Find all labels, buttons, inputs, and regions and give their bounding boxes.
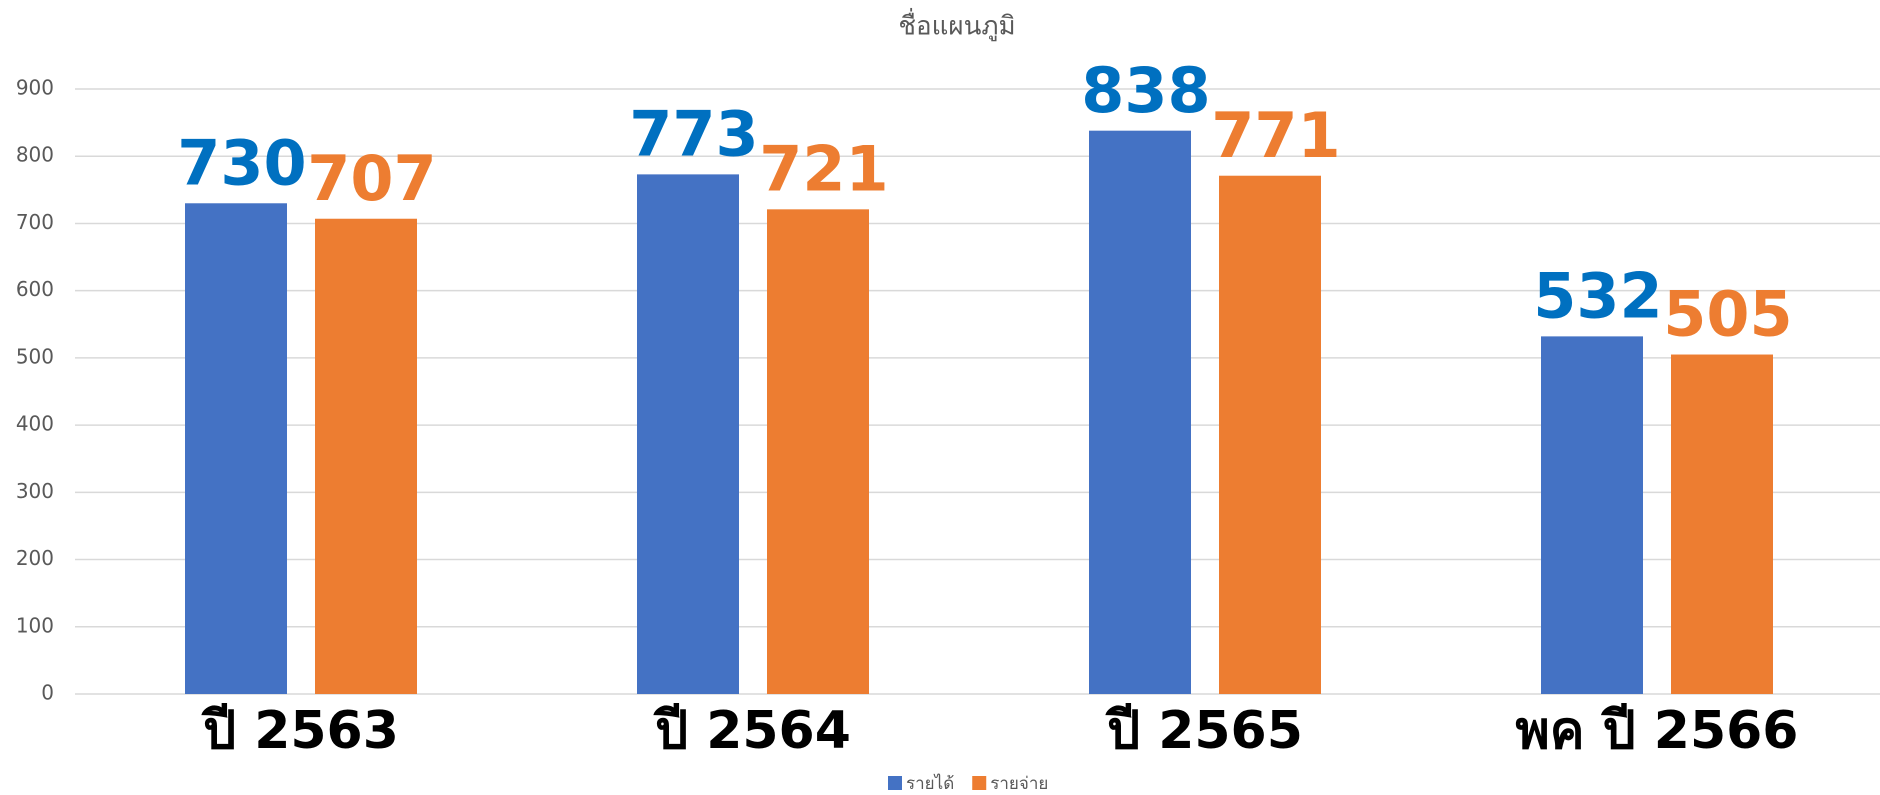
- legend-label: รายจ่าย: [990, 774, 1048, 794]
- bar: [1671, 354, 1773, 694]
- x-tick-label: ปี 2563: [201, 701, 399, 761]
- x-tick-label: ปี 2565: [1105, 701, 1303, 761]
- chart-title: ชื่อแผนภูมิ: [898, 8, 1015, 42]
- legend-swatch: [972, 776, 987, 790]
- bar: [1219, 175, 1321, 694]
- y-tick-label: 200: [16, 546, 54, 570]
- y-tick-label: 0: [41, 681, 54, 705]
- data-label: 773: [629, 97, 758, 170]
- bar: [637, 174, 739, 695]
- y-tick-label: 100: [16, 613, 54, 637]
- bar: [185, 203, 287, 694]
- bar: [767, 209, 869, 695]
- data-label: 838: [1081, 54, 1210, 127]
- bar: [1541, 336, 1643, 694]
- y-tick-label: 500: [16, 344, 54, 368]
- bar: [315, 218, 417, 694]
- data-label: 707: [307, 142, 436, 215]
- y-tick-label: 600: [16, 277, 54, 301]
- data-label: 532: [1533, 259, 1662, 332]
- legend-swatch: [888, 776, 902, 790]
- bar: [1089, 130, 1191, 694]
- y-tick-label: 300: [16, 479, 54, 503]
- data-label: 505: [1663, 278, 1792, 351]
- x-tick-label: ปี 2564: [653, 701, 851, 761]
- legend-label: รายได้: [906, 773, 954, 794]
- y-tick-label: 800: [16, 143, 54, 167]
- y-tick-label: 700: [16, 210, 54, 234]
- y-tick-label: 400: [16, 412, 54, 436]
- data-label: 730: [177, 126, 306, 199]
- data-label: 771: [1211, 99, 1340, 172]
- data-label: 721: [759, 132, 888, 205]
- y-tick-label: 900: [16, 76, 54, 100]
- x-tick-label: พค ปี 2566: [1515, 701, 1798, 761]
